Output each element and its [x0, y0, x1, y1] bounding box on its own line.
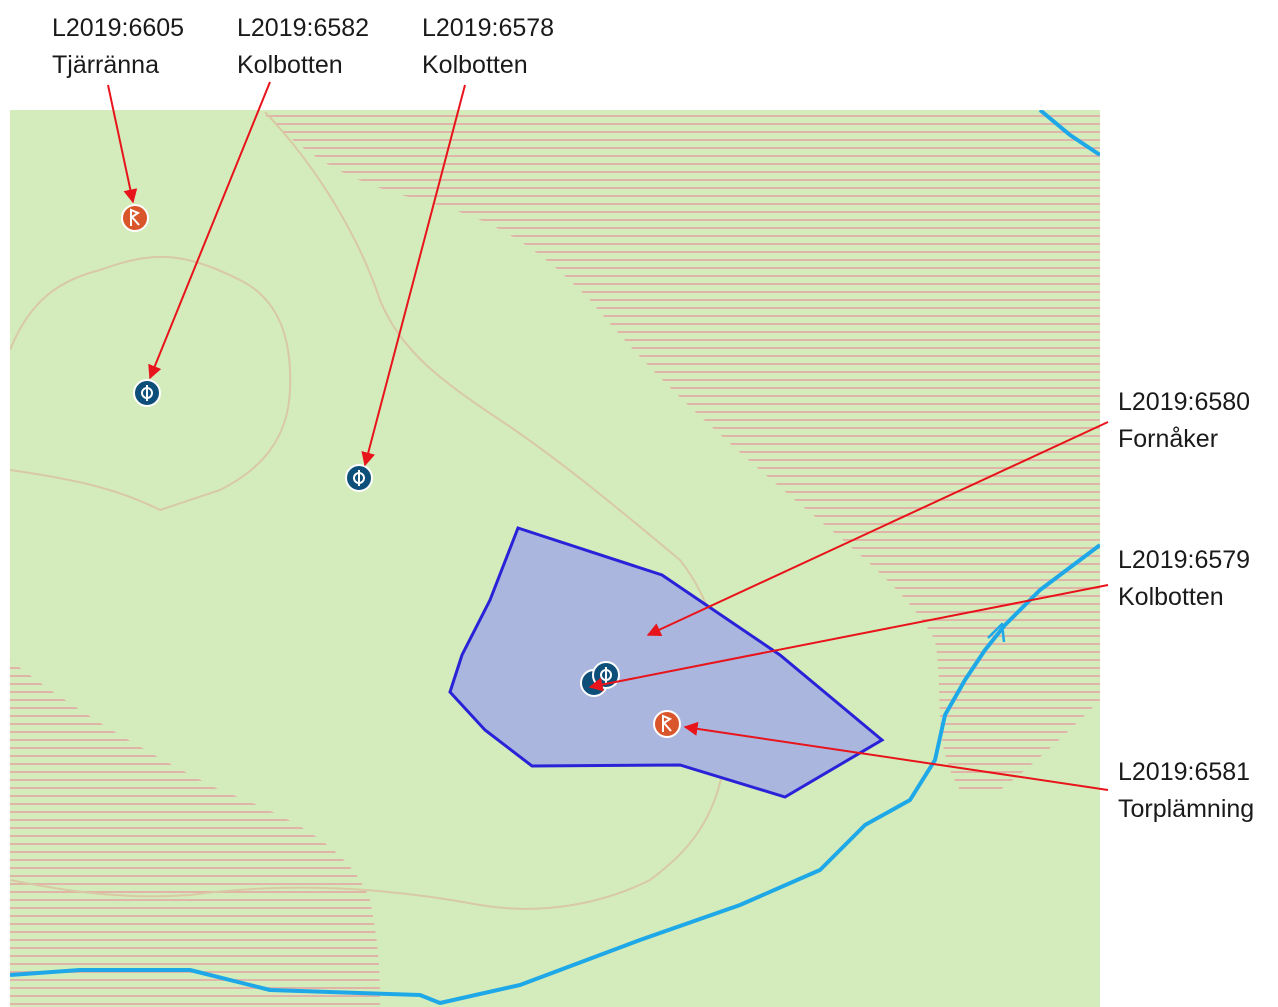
arrow [148, 81, 271, 380]
arrow [107, 84, 138, 204]
river [10, 110, 1100, 1005]
label-id: L2019:6580 [1118, 388, 1250, 416]
hatched-area [260, 110, 1100, 790]
label-name: Torplämning [1118, 795, 1254, 823]
label-id: L2019:6579 [1118, 546, 1250, 574]
label-id: L2019:6581 [1118, 758, 1250, 786]
label-name: Kolbotten [1118, 583, 1224, 611]
arrow [588, 584, 1109, 692]
hatched-area [10, 660, 380, 1007]
site-icon [133, 379, 161, 407]
map [10, 110, 1100, 1007]
site-icon [653, 710, 681, 738]
arrow [646, 421, 1109, 637]
label-name: Kolbotten [237, 51, 343, 79]
label-id: L2019:6605 [52, 14, 184, 42]
arrow [361, 84, 466, 467]
site-icon [345, 464, 373, 492]
label-name: Kolbotten [422, 51, 528, 79]
arrow [683, 721, 1109, 791]
label-name: Fornåker [1118, 425, 1218, 453]
label-id: L2019:6582 [237, 14, 369, 42]
annotations: L2019:6605 Tjärränna L2019:6582 Kolbotten L2… [52, 14, 1254, 823]
site-polygon [448, 526, 885, 799]
site-icon [121, 204, 149, 232]
label-name: Tjärränna [52, 51, 159, 79]
label-id: L2019:6578 [422, 14, 554, 42]
